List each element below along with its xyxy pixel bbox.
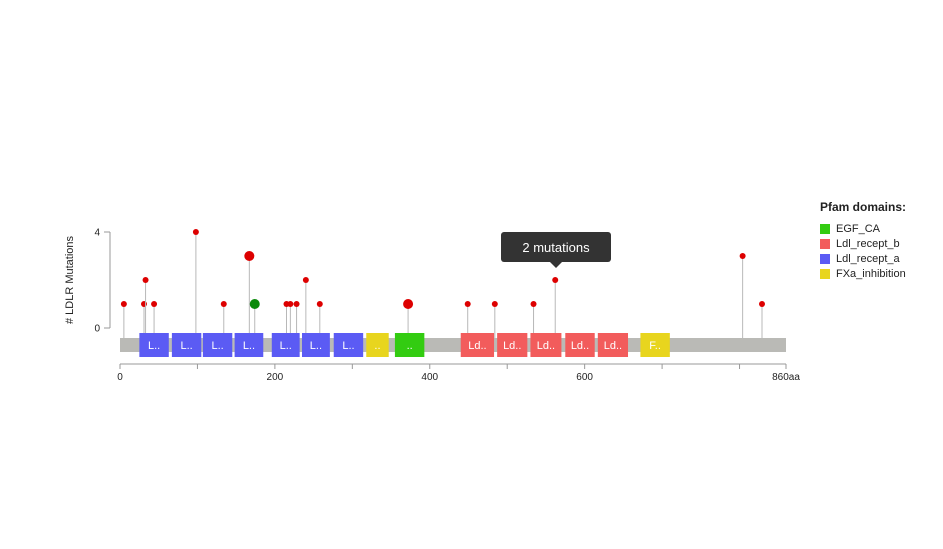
legend-item: FXa_inhibition	[820, 266, 906, 281]
legend-swatch	[820, 268, 830, 279]
pfam-domain-label: Ld..	[468, 340, 486, 352]
pfam-domain-label: L..	[148, 340, 160, 352]
mutation-lollipops	[120, 229, 765, 338]
pfam-domain	[460, 333, 495, 357]
lollipop-head	[552, 277, 559, 283]
legend-swatch	[820, 223, 830, 234]
lollipop-head	[220, 301, 227, 307]
lollipop-head	[316, 301, 323, 307]
legend-item: Ldl_recept_b	[820, 236, 906, 251]
legend-swatch	[820, 238, 830, 249]
legend-label: Ldl_recept_a	[836, 252, 900, 265]
mutation-tooltip: 2 mutations	[501, 232, 611, 268]
pfam-domain	[171, 333, 202, 357]
legend-items: EGF_CA Ldl_recept_b Ldl_recept_a FXa_inhibi…	[820, 221, 906, 281]
lollipop-head	[491, 301, 498, 307]
lollipop-head	[249, 299, 260, 309]
pfam-domain	[597, 333, 629, 357]
pfam-domain	[366, 333, 389, 357]
pfam-domain-label: L..	[180, 340, 192, 352]
x-tick-label: 0	[117, 372, 123, 383]
lollipop-head	[293, 301, 300, 307]
pfam-domain	[333, 333, 364, 357]
lollipop-head	[530, 301, 537, 307]
lollipop-head	[151, 301, 158, 307]
pfam-legend: Pfam domains: EGF_CA Ldl_recept_b Ldl_rece…	[820, 200, 906, 281]
legend-item: Ldl_recept_a	[820, 251, 906, 266]
lollipop-head	[192, 229, 199, 235]
legend-swatch	[820, 253, 830, 264]
pfam-domain	[565, 333, 595, 357]
x-tick-label: 400	[421, 372, 438, 383]
pfam-domain-label: Ld..	[604, 340, 622, 352]
y-tick-label: 4	[94, 228, 100, 239]
pfam-domain	[301, 333, 330, 357]
pfam-domain	[497, 333, 528, 357]
pfam-domain	[640, 333, 670, 357]
x-tick-label: 860aa	[772, 372, 800, 383]
legend-item: EGF_CA	[820, 221, 906, 236]
pfam-domain	[530, 333, 562, 357]
lollipop-head	[464, 301, 471, 307]
y-tick-label: 0	[94, 324, 100, 335]
pfam-domain-label: L..	[243, 340, 255, 352]
pfam-domain	[271, 333, 300, 357]
lollipop-head	[758, 301, 765, 307]
y-axis-label: # LDLR Mutations	[64, 235, 76, 324]
pfam-domain	[139, 333, 169, 357]
x-axis: 0 200 400 600 860aa	[117, 363, 800, 383]
lollipop-head	[141, 301, 148, 307]
pfam-domain-label: Ld..	[571, 340, 589, 352]
pfam-domain	[394, 333, 425, 357]
pfam-domain-label: L..	[342, 340, 354, 352]
pfam-domain	[234, 333, 264, 357]
lollipop-head	[142, 277, 149, 283]
pfam-domain-label: F..	[649, 340, 661, 352]
pfam-domain-label: ..	[407, 340, 413, 352]
x-tick-label: 600	[576, 372, 593, 383]
legend-label: FXa_inhibition	[836, 267, 906, 280]
pfam-domain-label: L..	[280, 340, 292, 352]
lollipop-head	[120, 301, 127, 307]
pfam-domain-label: ..	[374, 340, 380, 352]
lollipop-head	[739, 253, 746, 259]
pfam-domain-label: L..	[211, 340, 223, 352]
lollipop-head	[403, 299, 414, 309]
lollipop-head	[287, 301, 294, 307]
y-axis: 04	[94, 228, 111, 335]
pfam-domain-label: Ld..	[537, 340, 555, 352]
pfam-domain-label: Ld..	[503, 340, 521, 352]
legend-label: EGF_CA	[836, 222, 881, 235]
legend-label: Ldl_recept_b	[836, 237, 900, 250]
pfam-domain-label: L..	[310, 340, 322, 352]
legend-title: Pfam domains:	[820, 200, 907, 214]
lollipop-head	[244, 251, 255, 261]
pfam-domain	[202, 333, 233, 357]
pfam-domains: L.. L.. L.. L.. L.. L.. L...... Ld.. Ld.. Ld.. Ld.…	[139, 333, 670, 357]
lollipop-head	[302, 277, 309, 283]
x-tick-label: 200	[267, 372, 284, 383]
